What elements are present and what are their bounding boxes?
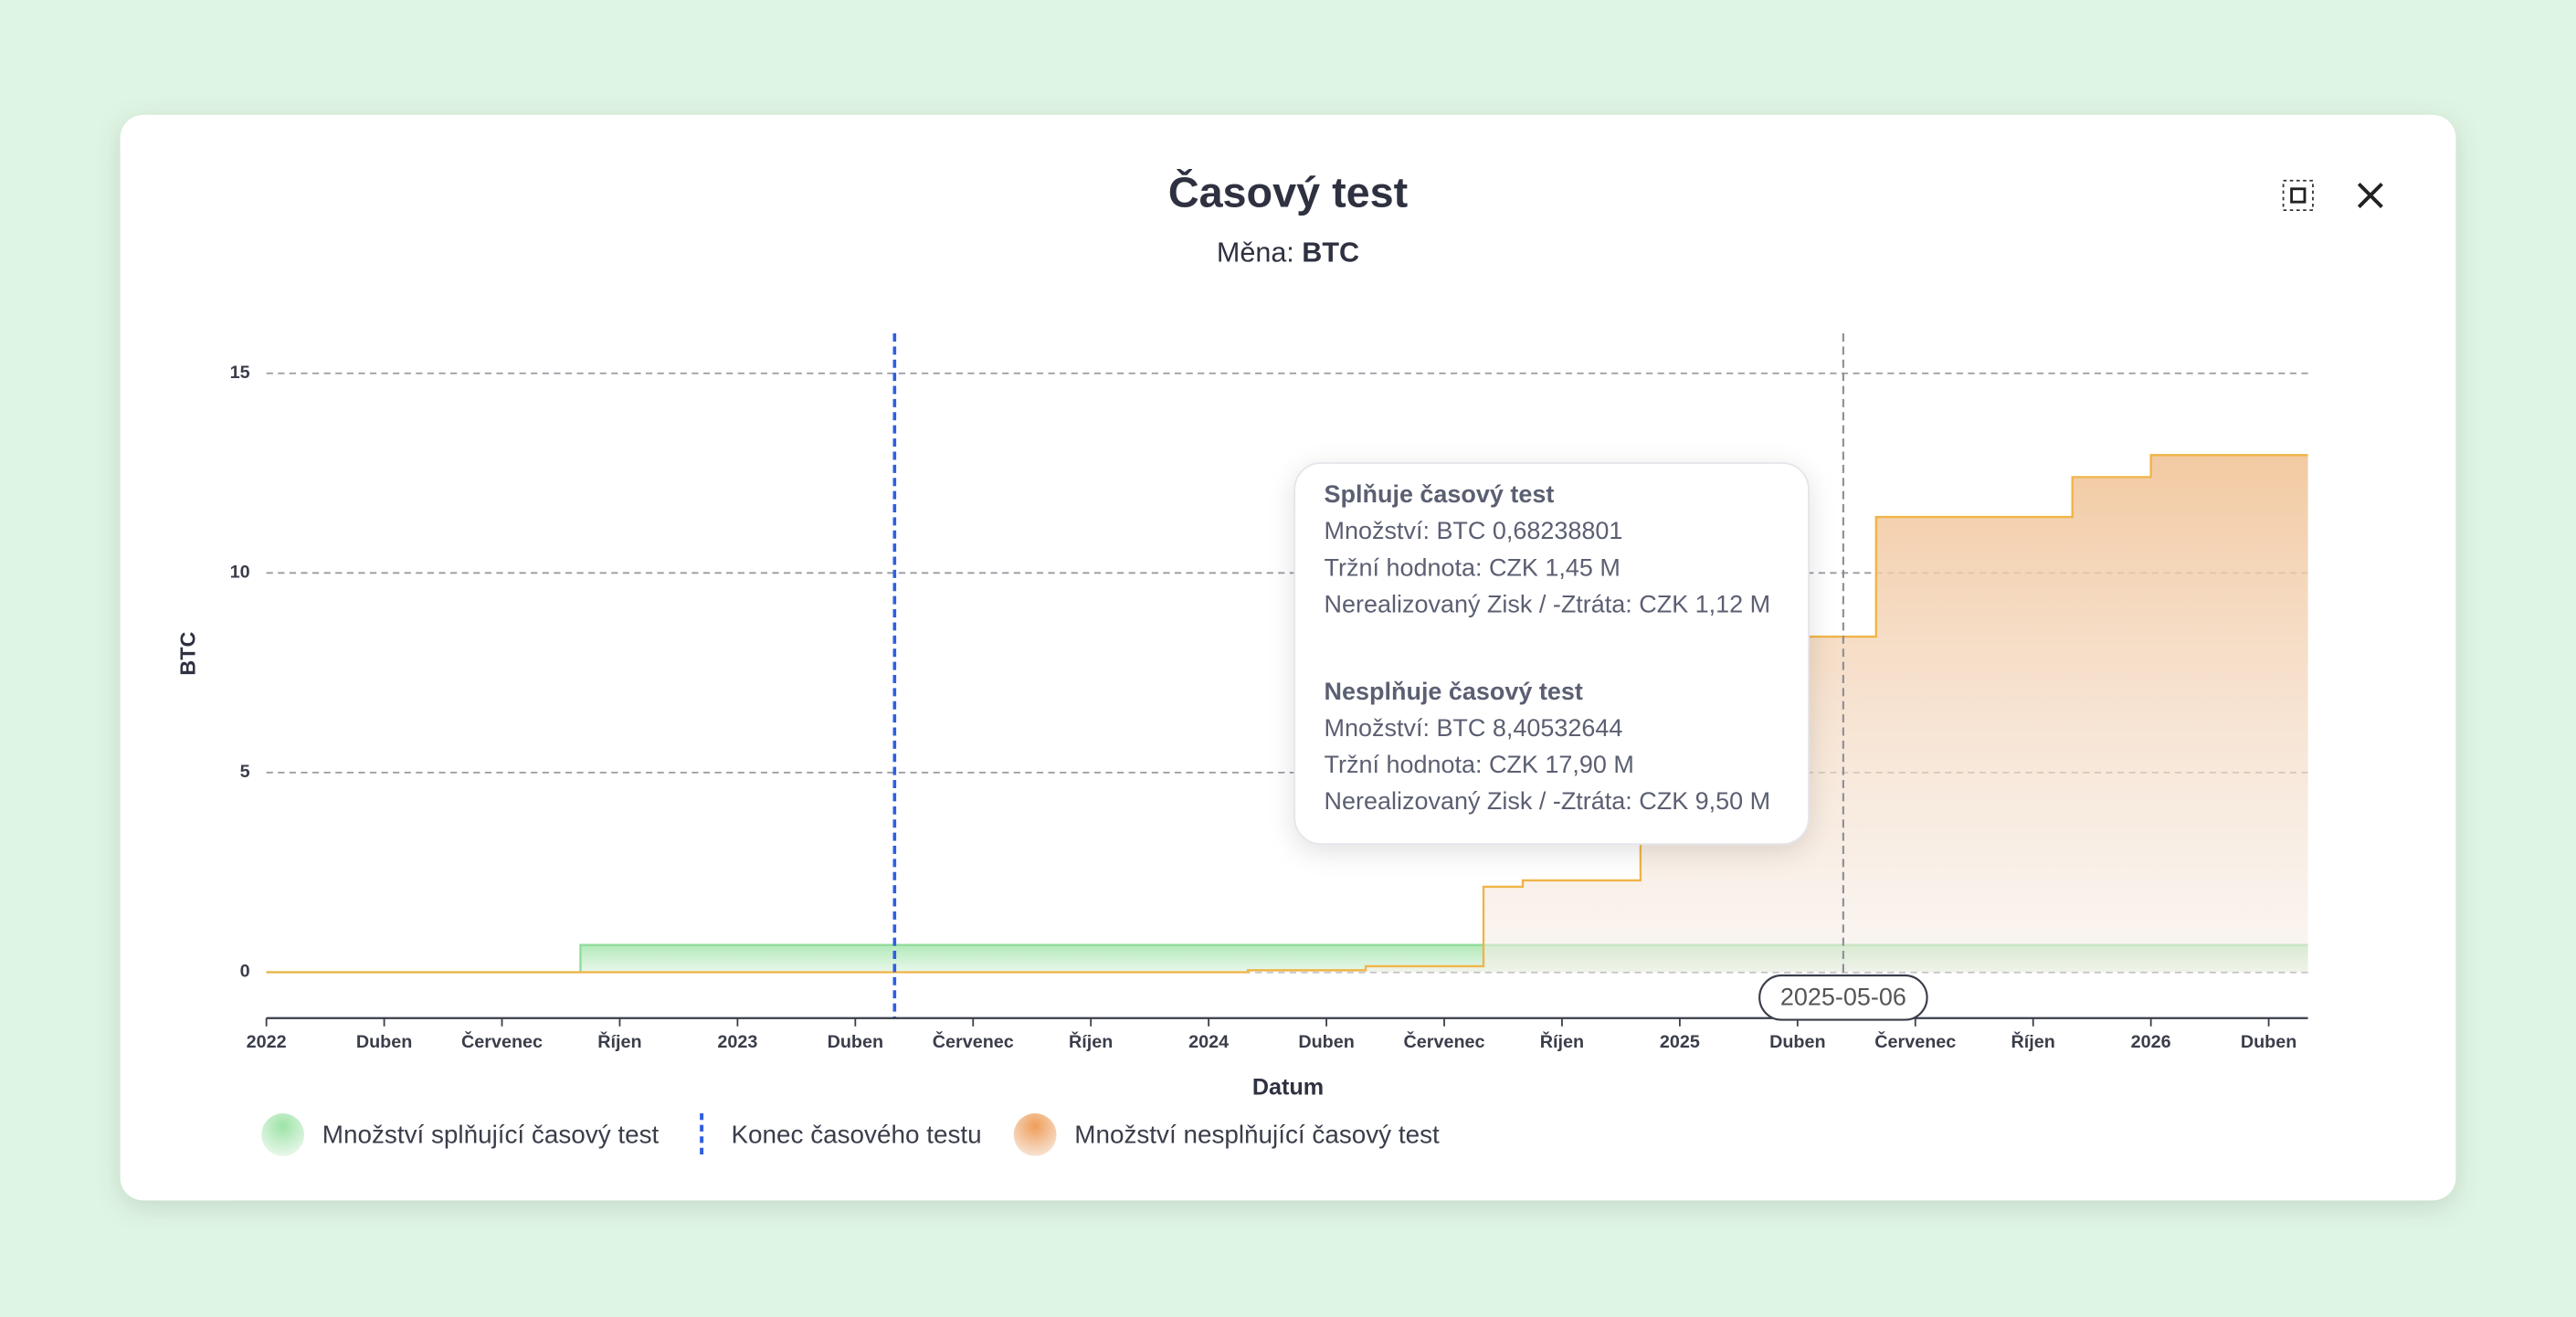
x-tick-label: 2024	[1188, 1032, 1229, 1052]
x-tick-label: Duben	[828, 1032, 884, 1052]
legend: Množství splňující časový test Konec čas…	[261, 1113, 1440, 1160]
currency: BTC	[1302, 237, 1359, 269]
tooltip-title: Nesplňuje časový test	[1325, 678, 1583, 705]
y-tick-label: 10	[230, 563, 250, 583]
y-tick-label: 5	[240, 762, 250, 782]
legend-label: Množství splňující časový test	[322, 1121, 660, 1149]
tooltip-line: Množství: BTC 0,68238801	[1325, 517, 1623, 544]
x-tick-label: 2026	[2131, 1032, 2171, 1052]
tooltip-line: Množství: BTC 8,40532644	[1325, 714, 1623, 742]
x-axis-label: Datum	[1252, 1075, 1324, 1101]
tooltip-line: Nerealizovaný Zisk / -Ztráta: CZK 9,50 M	[1325, 787, 1771, 815]
x-tick-label: 2022	[247, 1032, 287, 1052]
close-button[interactable]	[2357, 182, 2383, 208]
x-tick-label: Duben	[2241, 1032, 2297, 1052]
legend-swatch	[1013, 1113, 1057, 1156]
x-tick-label: Duben	[1298, 1032, 1355, 1052]
area	[266, 455, 2308, 973]
line	[266, 454, 2308, 974]
tooltip-line: Tržní hodnota: CZK 17,90 M	[1325, 751, 1634, 778]
x-tick-label: Říjen	[2011, 1030, 2055, 1052]
tooltip-box	[1293, 462, 1810, 846]
x-tick-label: Duben	[1769, 1032, 1826, 1052]
x-tick-label: Říjen	[1069, 1030, 1113, 1052]
hover-date-box	[1758, 974, 1928, 1021]
x-tick-label: Duben	[356, 1032, 413, 1052]
x-tick-label: 2025	[1660, 1032, 1700, 1052]
y-tick-label: 0	[240, 962, 250, 982]
legend-swatch	[261, 1113, 304, 1156]
x-tick-label: Říjen	[597, 1030, 641, 1052]
tooltip-line: Tržní hodnota: CZK 1,45 M	[1325, 553, 1621, 581]
subtitle: Měna: BTC	[1217, 237, 1359, 269]
plot: 0 5 10 15 2022 Duben Červenec Říjen 2023 Duben Čer…	[230, 332, 2308, 1052]
tooltip: Splňuje časový test Množství: BTC 0,68238…	[1293, 462, 1810, 846]
legend-label: Množství nesplňující časový test	[1074, 1121, 1440, 1149]
tooltip-line: Nerealizovaný Zisk / -Ztráta: CZK 1,12 M	[1325, 590, 1771, 617]
y-tick-label: 15	[230, 363, 250, 383]
legend-label: Konec časového testu	[731, 1121, 981, 1149]
x-tick-label: Červenec	[461, 1030, 543, 1052]
y-axis-label: BTC	[175, 631, 199, 675]
hover-date: 2025-05-06	[1780, 983, 1906, 1010]
x-tick-label: Říjen	[1540, 1030, 1584, 1052]
tooltip-title: Splňuje časový test	[1325, 480, 1555, 508]
expand-button[interactable]	[2282, 179, 2314, 212]
x-tick-label: Červenec	[1404, 1030, 1485, 1052]
chart-title: Časový test	[1168, 168, 1408, 216]
x-tick-label: 2023	[717, 1032, 757, 1052]
subtitle-label: Měna:	[1217, 237, 1294, 269]
x-tick-label: Červenec	[1874, 1030, 1956, 1052]
x-tick-label: Červenec	[933, 1030, 1014, 1052]
